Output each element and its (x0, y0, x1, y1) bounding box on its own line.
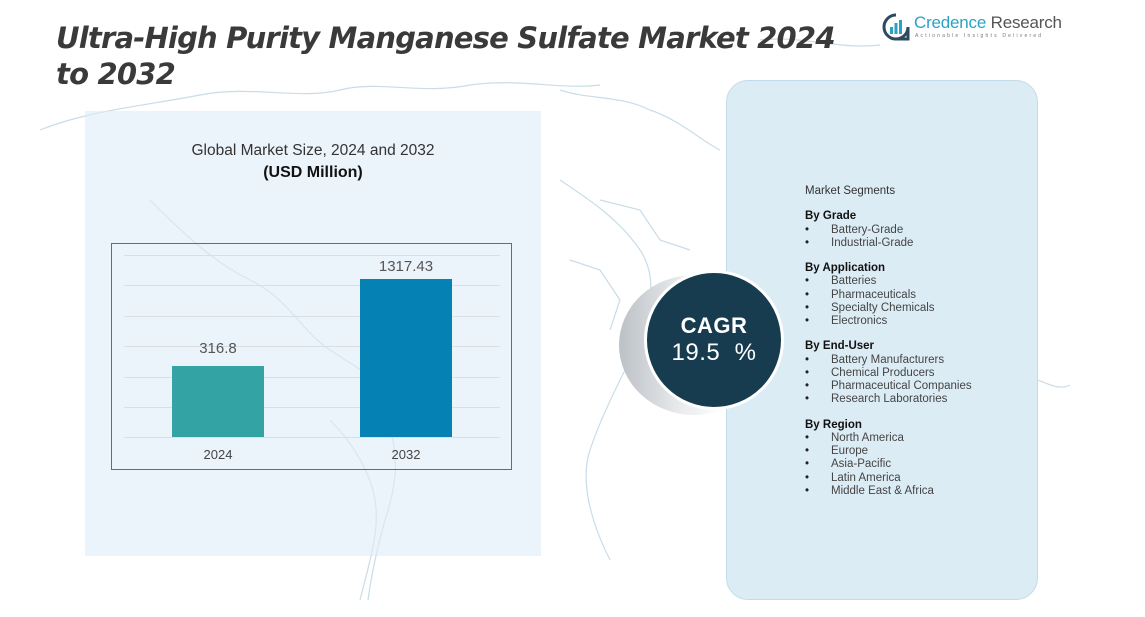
bar-2032[interactable] (360, 279, 452, 437)
segment-item: Asia-Pacific (805, 458, 1035, 471)
segment-item: Chemical Producers (805, 367, 1035, 380)
gridline (124, 316, 500, 317)
segment-item: Battery Manufacturers (805, 354, 1035, 367)
chart-unit: (USD Million) (263, 164, 363, 181)
gridline (124, 346, 500, 347)
bar-value-2024: 316.8 (199, 340, 237, 357)
cagr-value: 19.5 % (671, 339, 757, 366)
segment-group-title: By End-User (805, 340, 875, 353)
gridline (124, 285, 500, 286)
segment-group-title: By Region (805, 418, 862, 431)
logo-wordmark: Credence Research (914, 13, 1062, 33)
segment-item: Latin America (805, 472, 1035, 485)
x-tick-2024: 2024 (203, 447, 233, 462)
segments-list: Market Segments By Grade Battery-Grade I… (805, 185, 1035, 510)
cagr-badge: CAGR 19.5 % (619, 270, 784, 420)
segment-item: Pharmaceuticals (805, 289, 1035, 302)
segments-heading: Market Segments (805, 185, 896, 197)
logo-name-secondary: Research (986, 13, 1062, 32)
segment-item: Europe (805, 445, 1035, 458)
segment-group-grade: By Grade Battery-Grade Industrial-Grade (805, 210, 1035, 250)
segment-item: Research Laboratories (805, 393, 1035, 406)
cagr-label: CAGR (680, 313, 748, 338)
market-size-panel (85, 111, 541, 556)
bar-value-2032: 1317.43 (378, 258, 434, 275)
x-tick-2032: 2032 (391, 447, 421, 462)
gridline (124, 255, 500, 256)
segment-item: Battery-Grade (805, 224, 1035, 237)
brand-logo[interactable]: Credence Research Actionable Insights De… (882, 12, 1062, 42)
segment-group-application: By Application Batteries Pharmaceuticals… (805, 261, 1035, 329)
segment-item: Electronics (805, 315, 1035, 328)
bar-chart-circle-icon (882, 13, 910, 41)
gridline-baseline (124, 437, 500, 438)
page-title: Ultra-High Purity Manganese Sulfate Mark… (56, 21, 836, 91)
cagr-circle: CAGR 19.5 % (644, 270, 784, 410)
segment-item: Specialty Chemicals (805, 302, 1035, 315)
segment-group-region: By Region North America Europe Asia-Paci… (805, 419, 1035, 499)
segment-item: North America (805, 432, 1035, 445)
segment-item: Middle East & Africa (805, 485, 1035, 498)
segment-group-title: By Grade (805, 210, 857, 222)
logo-name-primary: Credence (914, 13, 987, 32)
logo-tagline: Actionable Insights Delivered (915, 33, 1044, 39)
segment-item: Batteries (805, 275, 1035, 288)
gridline (124, 407, 500, 408)
segment-item: Industrial-Grade (805, 237, 1035, 250)
segment-item: Pharmaceutical Companies (805, 380, 1035, 393)
gridline (124, 377, 500, 378)
bar-chart: 316.8 2024 1317.43 2032 (111, 243, 512, 470)
segment-group-title: By Application (805, 261, 886, 274)
segment-group-end-user: By End-User Battery Manufacturers Chemic… (805, 340, 1035, 407)
chart-title: Global Market Size, 2024 and 2032 (191, 142, 435, 159)
bar-2024[interactable] (172, 366, 264, 437)
